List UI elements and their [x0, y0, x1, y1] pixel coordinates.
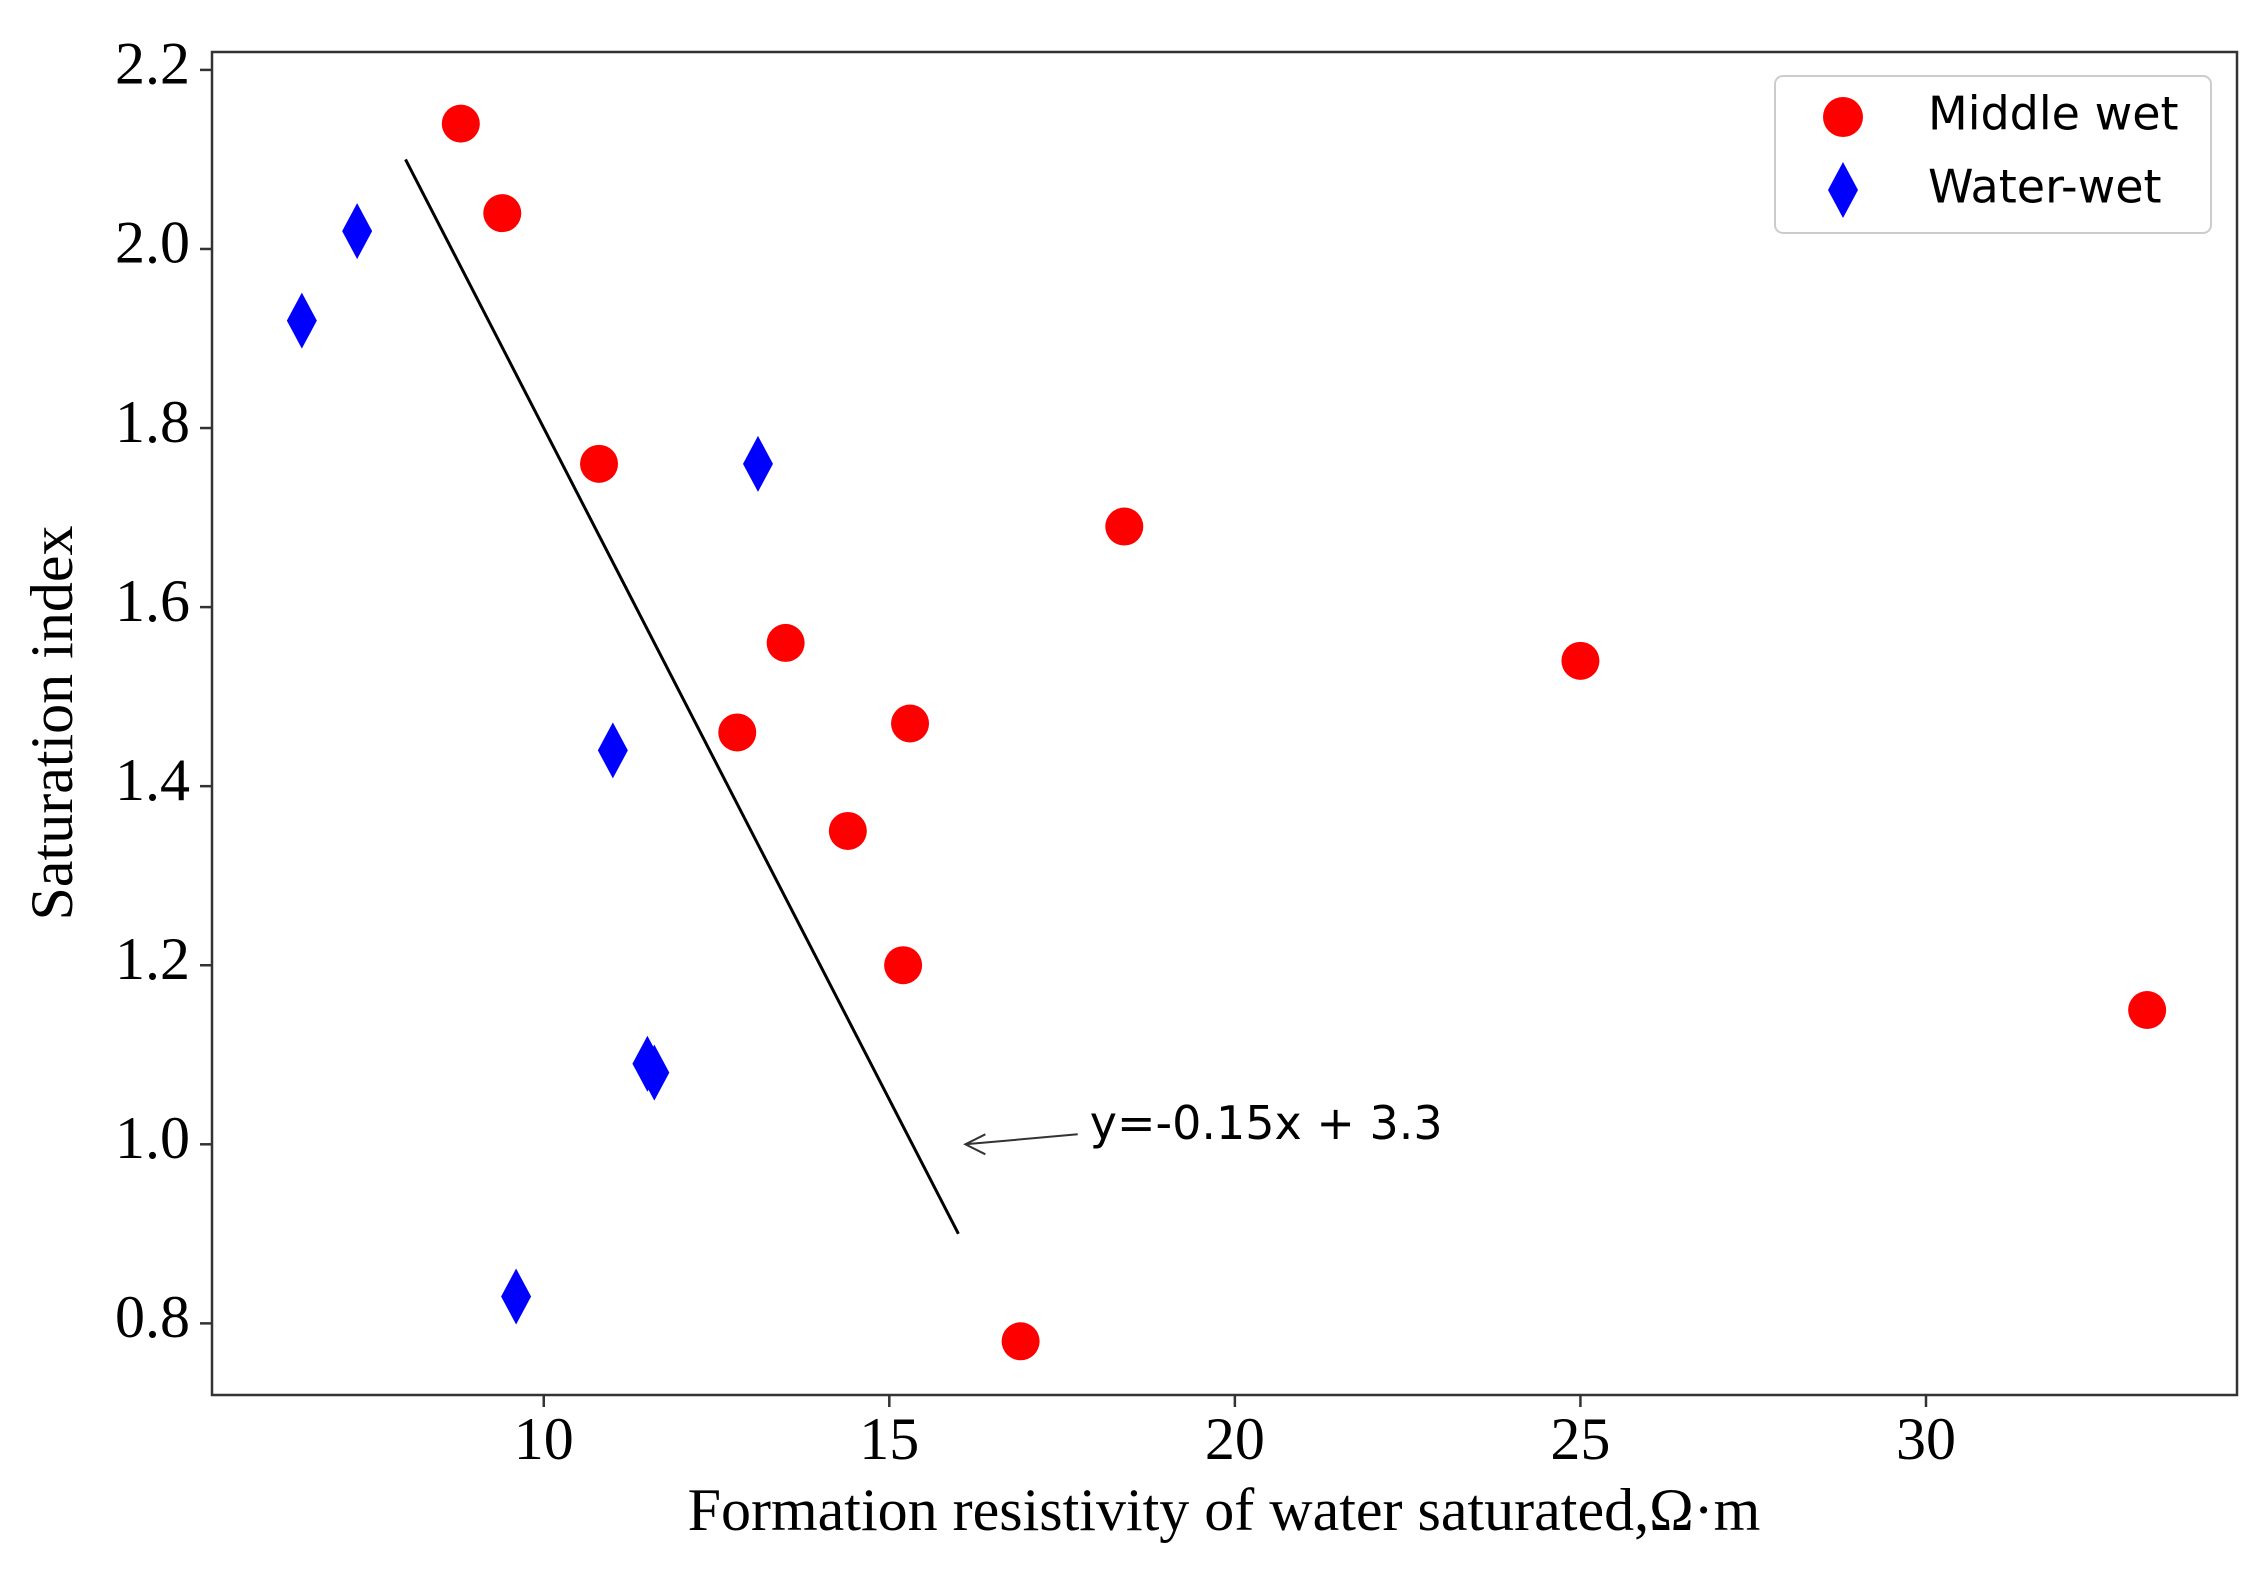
point-middle-wet: [884, 946, 923, 985]
annotation-arrow-shaft: [965, 1133, 1078, 1146]
legend-marker-middle-wet: [1823, 97, 1863, 137]
x-tick-label: 15: [859, 1406, 919, 1472]
point-middle-wet: [891, 704, 930, 743]
x-tick-label: 25: [1550, 1406, 1610, 1472]
legend: Middle wet Water-wet: [1774, 75, 2212, 234]
annotation-arrow-head: [963, 1133, 986, 1156]
x-tick-label: 20: [1205, 1406, 1265, 1472]
y-tick-label: 2.2: [115, 31, 190, 97]
point-water-wet: [597, 722, 628, 779]
fit-annotation: y=-0.15x + 3.3: [963, 1096, 1443, 1156]
legend-box: [1774, 75, 2212, 234]
point-middle-wet: [718, 713, 757, 752]
point-middle-wet: [828, 811, 867, 850]
point-middle-wet: [483, 194, 522, 233]
y-axis-ticks: 0.8 1.0 1.2 1.4 1.6 1.8 2.0 2.2: [115, 31, 212, 1350]
x-tick-label: 10: [514, 1406, 574, 1472]
y-tick-label: 1.4: [115, 747, 190, 813]
point-water-wet: [286, 292, 317, 349]
point-middle-wet: [580, 444, 619, 483]
point-middle-wet: [1105, 507, 1144, 546]
legend-label-middle-wet: Middle wet: [1928, 87, 2179, 141]
y-tick-label: 1.6: [115, 568, 190, 634]
point-middle-wet: [2128, 991, 2167, 1030]
data-points: [286, 104, 2167, 1361]
legend-label-water-wet: Water-wet: [1928, 160, 2162, 214]
legend-marker-water-wet: [1828, 162, 1858, 218]
x-tick-label: 30: [1896, 1406, 1956, 1472]
y-tick-label: 1.8: [115, 389, 190, 455]
point-middle-wet: [766, 623, 805, 662]
point-water-wet: [742, 435, 773, 492]
point-middle-wet: [441, 104, 480, 143]
fit-line: [404, 158, 960, 1235]
x-axis-ticks: 10 15 20 25 30: [514, 1395, 1956, 1472]
y-tick-label: 1.2: [115, 926, 190, 992]
point-water-wet: [342, 203, 373, 260]
y-tick-label: 2.0: [115, 210, 190, 276]
x-axis-label: Formation resistivity of water saturated…: [688, 1477, 1761, 1543]
y-tick-label: 1.0: [115, 1105, 190, 1171]
point-water-wet: [501, 1268, 532, 1325]
point-middle-wet: [1001, 1322, 1040, 1361]
point-water-wet: [632, 1035, 663, 1092]
plot-frame: [210, 50, 2239, 1397]
y-axis-label: Saturation index: [19, 526, 85, 921]
y-tick-label: 0.8: [115, 1284, 190, 1350]
point-middle-wet: [1561, 641, 1600, 680]
fit-equation-label: y=-0.15x + 3.3: [1090, 1096, 1443, 1150]
